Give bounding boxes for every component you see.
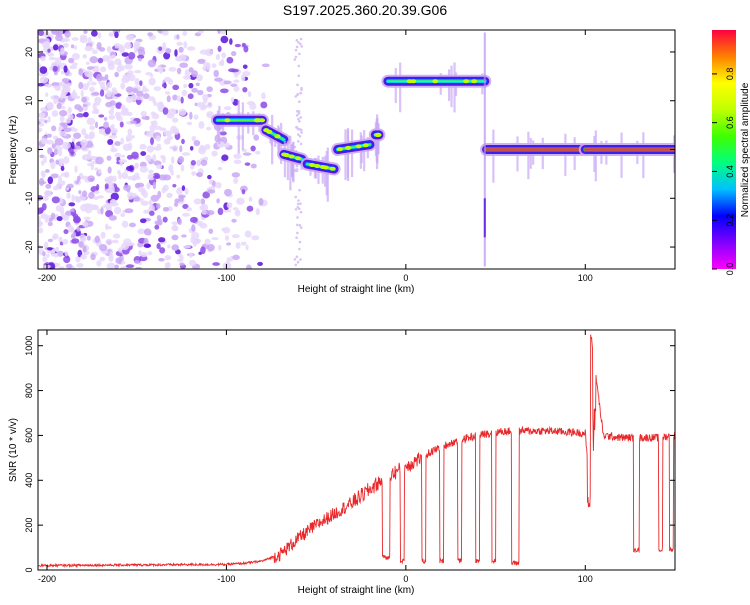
colorbar-gradient <box>712 30 736 269</box>
signal-segment <box>259 114 291 165</box>
signal-segment <box>381 62 492 113</box>
snr-ytick-label: 200 <box>24 518 34 533</box>
spectrogram-ytick-label: 20 <box>24 47 34 57</box>
colorbar-tick-label: 0.4 <box>725 165 735 178</box>
colorbar: 0.0 0.2 0.4 0.6 0.8 Normalized spectral ampl… <box>712 30 750 275</box>
colorbar-tick-label: 0.2 <box>725 214 735 227</box>
snr-series-line <box>38 334 675 569</box>
spectrogram-ytick-label: 0 <box>24 147 34 152</box>
spectrogram-ytick-label: 10 <box>24 96 34 106</box>
spectrogram-xtick-label: 0 <box>403 273 408 283</box>
signal-segment <box>331 128 377 182</box>
spectrogram-ytick-label: -10 <box>24 192 34 205</box>
signal-segment <box>480 129 589 183</box>
spectrogram-xlabel: Height of straight line (km) <box>298 284 415 295</box>
snr-xtick-label: -200 <box>38 574 56 584</box>
colorbar-label: Normalized spectral amplitude <box>740 82 750 217</box>
signal-segment <box>368 114 386 170</box>
snr-ytick-label: 0 <box>24 567 34 572</box>
colorbar-tick-label: 0.0 <box>725 263 735 276</box>
snr-xtick-label: -100 <box>217 574 235 584</box>
signal-segment <box>277 135 309 191</box>
colorbar-tick-label: 0.8 <box>725 68 735 81</box>
signal-segment <box>210 100 269 154</box>
spectrogram-ytick-label: -20 <box>24 241 34 254</box>
colorbar-ticks: 0.0 0.2 0.4 0.6 0.8 <box>712 68 735 276</box>
signal-segment <box>300 147 341 202</box>
snr-xlabel: Height of straight line (km) <box>298 585 415 596</box>
colorbar-tick-label: 0.6 <box>725 116 735 129</box>
snr-xtick-label: 100 <box>578 574 593 584</box>
snr-ytick-label: 600 <box>24 428 34 443</box>
signal-segment <box>578 130 675 182</box>
spectrogram-noise <box>38 30 304 269</box>
snr-frame <box>37 329 676 571</box>
spectrogram-xtick-label: -100 <box>217 273 235 283</box>
snr-xtick-label: 0 <box>403 574 408 584</box>
snr-ytick-label: 1000 <box>24 336 34 356</box>
snr-ytick-label: 800 <box>24 383 34 398</box>
spectrogram-xtick-label: 100 <box>578 273 593 283</box>
spectrogram-xtick-label: -200 <box>38 273 56 283</box>
snr-series <box>38 334 675 569</box>
snr-background <box>38 330 675 570</box>
snr-ylabel: SNR (10 * v/v) <box>8 418 19 482</box>
snr-ytick-label: 400 <box>24 473 34 488</box>
spectrogram-heatmap <box>38 30 675 269</box>
spectrogram-ylabel: Frequency (Hz) <box>8 116 19 185</box>
figure-title: S197.2025.360.20.39.G06 <box>283 2 447 18</box>
